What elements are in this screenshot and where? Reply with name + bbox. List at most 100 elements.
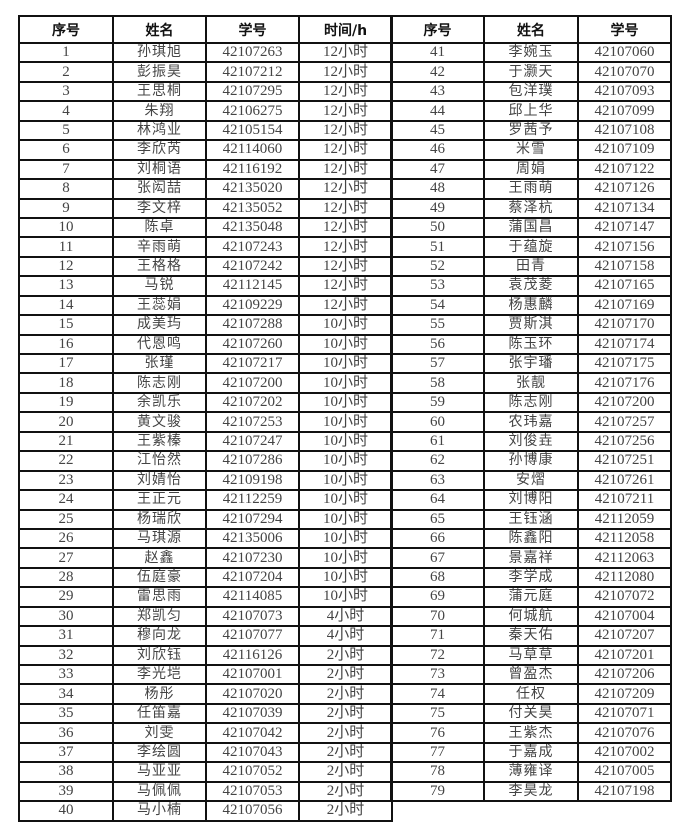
cell-student-id: 42109198 xyxy=(205,469,300,492)
cell-seq: 16 xyxy=(18,333,114,356)
cell-seq: 21 xyxy=(18,430,114,453)
cell-student-id: 42112059 xyxy=(577,508,672,530)
cell-student-id: 42107256 xyxy=(577,430,672,453)
cell-seq: 37 xyxy=(18,741,114,764)
cell-seq: 73 xyxy=(390,663,485,686)
table-row: 52 田青 42107158 xyxy=(390,255,672,278)
cell-time: 4小时 xyxy=(298,605,393,628)
cell-student-id: 42107005 xyxy=(577,761,672,783)
cell-time: 10小时 xyxy=(298,391,393,414)
cell-student-id: 42107175 xyxy=(577,352,672,375)
cell-seq: 74 xyxy=(390,683,485,705)
table-row: 73 曾盈杰 42107206 xyxy=(390,663,672,686)
cell-seq: 78 xyxy=(390,761,485,783)
cell-seq: 58 xyxy=(390,372,485,394)
cell-time: 12小时 xyxy=(298,178,393,200)
table-row: 28 伍庭豪 42107204 10小时 xyxy=(18,566,393,589)
cell-student-id: 42112145 xyxy=(205,275,300,297)
cell-seq: 36 xyxy=(18,722,114,744)
cell-seq: 33 xyxy=(18,663,114,686)
header-seq: 序号 xyxy=(390,15,485,44)
cell-student-id: 42107093 xyxy=(577,80,672,103)
cell-seq: 54 xyxy=(390,294,485,317)
cell-time: 10小时 xyxy=(298,489,393,511)
cell-name: 李欣芮 xyxy=(112,139,207,161)
cell-seq: 35 xyxy=(18,702,114,725)
cell-student-id: 42107169 xyxy=(577,294,672,317)
table-row: 8 张闳喆 42135020 12小时 xyxy=(18,178,393,200)
cell-seq: 20 xyxy=(18,411,114,433)
cell-name: 马亚亚 xyxy=(112,761,207,783)
cell-name: 林鸿业 xyxy=(112,119,207,142)
table-row: 33 李光垲 42107001 2小时 xyxy=(18,663,393,686)
table-row: 50 蒲国昌 42107147 xyxy=(390,216,672,239)
header-student-id: 学号 xyxy=(205,15,300,44)
cell-seq: 2 xyxy=(18,61,114,83)
cell-seq: 41 xyxy=(390,41,485,64)
cell-time: 12小时 xyxy=(298,100,393,122)
header-time: 时间/h xyxy=(298,15,393,44)
table-row: 26 马琪源 42135006 10小时 xyxy=(18,527,393,550)
cell-seq: 75 xyxy=(390,702,485,725)
cell-name: 张瑾 xyxy=(112,352,207,375)
cell-name: 任权 xyxy=(483,683,579,705)
cell-seq: 22 xyxy=(18,450,114,472)
table-row: 53 袁茂菱 42107165 xyxy=(390,275,672,297)
cell-student-id: 42105154 xyxy=(205,119,300,142)
cell-name: 张宇璠 xyxy=(483,352,579,375)
cell-seq: 66 xyxy=(390,527,485,550)
cell-time: 10小时 xyxy=(298,527,393,550)
cell-seq: 48 xyxy=(390,178,485,200)
table-row: 76 王紫杰 42107076 xyxy=(390,722,672,744)
table-row: 60 农玮嘉 42107257 xyxy=(390,411,672,433)
table-row: 71 秦天佑 42107207 xyxy=(390,625,672,647)
header-row: 序号 姓名 学号 时间/h xyxy=(18,15,393,44)
cell-seq: 14 xyxy=(18,294,114,317)
table-row: 42 于灏天 42107070 xyxy=(390,61,672,83)
cell-seq: 50 xyxy=(390,216,485,239)
volunteer-hours-table-right: 序号 姓名 学号 41 李婉玉 42107060 42 于灏天 42107070 43 包洋璞… xyxy=(390,15,672,803)
cell-name: 杨彤 xyxy=(112,683,207,705)
cell-time: 10小时 xyxy=(298,450,393,472)
cell-name: 陈玉环 xyxy=(483,333,579,356)
cell-name: 贾斯淇 xyxy=(483,314,579,336)
cell-student-id: 42112080 xyxy=(577,566,672,589)
cell-seq: 27 xyxy=(18,547,114,569)
cell-seq: 70 xyxy=(390,605,485,628)
cell-student-id: 42135020 xyxy=(205,178,300,200)
cell-seq: 61 xyxy=(390,430,485,453)
table-row: 11 辛雨萌 42107243 12小时 xyxy=(18,236,393,258)
table-row: 59 陈志刚 42107200 xyxy=(390,391,672,414)
table-row: 4 朱翔 42106275 12小时 xyxy=(18,100,393,122)
cell-name: 穆向龙 xyxy=(112,625,207,647)
table-row: 47 周娟 42107122 xyxy=(390,158,672,181)
cell-seq: 57 xyxy=(390,352,485,375)
table-row: 23 刘婧怡 42109198 10小时 xyxy=(18,469,393,492)
cell-name: 李学成 xyxy=(483,566,579,589)
cell-time: 12小时 xyxy=(298,294,393,317)
table-row: 5 林鸿业 42105154 12小时 xyxy=(18,119,393,142)
cell-student-id: 42107253 xyxy=(205,411,300,433)
table-row: 65 王钰涵 42112059 xyxy=(390,508,672,530)
cell-student-id: 42107212 xyxy=(205,61,300,83)
cell-name: 李绘圆 xyxy=(112,741,207,764)
cell-name: 王雨萌 xyxy=(483,178,579,200)
cell-name: 何城航 xyxy=(483,605,579,628)
cell-student-id: 42107206 xyxy=(577,663,672,686)
table-row: 15 成美玙 42107288 10小时 xyxy=(18,314,393,336)
header-seq: 序号 xyxy=(18,15,114,44)
cell-name: 包洋璞 xyxy=(483,80,579,103)
cell-name: 刘桐语 xyxy=(112,158,207,181)
cell-time: 10小时 xyxy=(298,411,393,433)
table-row: 64 刘博阳 42107211 xyxy=(390,489,672,511)
cell-seq: 7 xyxy=(18,158,114,181)
table-row: 21 王紫榛 42107247 10小时 xyxy=(18,430,393,453)
cell-name: 李婉玉 xyxy=(483,41,579,64)
cell-name: 袁茂菱 xyxy=(483,275,579,297)
table-row: 6 李欣芮 42114060 12小时 xyxy=(18,139,393,161)
table-row: 46 米雪 42107109 xyxy=(390,139,672,161)
cell-student-id: 42107243 xyxy=(205,236,300,258)
cell-seq: 4 xyxy=(18,100,114,122)
cell-time: 2小时 xyxy=(298,722,393,744)
cell-time: 2小时 xyxy=(298,780,393,803)
